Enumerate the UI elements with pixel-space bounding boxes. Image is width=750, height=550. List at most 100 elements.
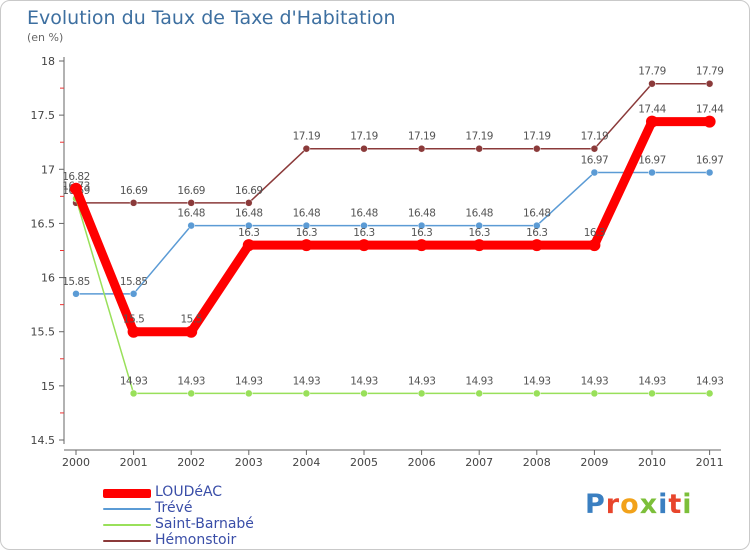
logo-letter: P [585, 489, 606, 520]
data-label-3: 17.19 [350, 131, 378, 143]
legend-swatch-saint-barnabe [103, 524, 151, 526]
x-tick-label: 2000 [62, 456, 90, 469]
data-label-0: 15.5 [181, 314, 202, 326]
data-label-0: 16.3 [238, 227, 259, 239]
y-tick-label: 17 [41, 163, 55, 176]
series-point-1 [187, 221, 195, 230]
data-label-3: 17.19 [465, 131, 493, 143]
chart-title: Evolution du Taux de Taxe d'Habitation [27, 7, 396, 29]
data-label-2: 14.93 [120, 375, 148, 387]
series-point-2 [648, 389, 656, 398]
data-label-0: 15.5 [123, 314, 144, 326]
series-point-0 [473, 239, 486, 252]
data-label-0: 16.3 [353, 227, 374, 239]
x-tick-label: 2007 [465, 456, 493, 469]
logo-letter: i [658, 489, 669, 520]
data-label-0: 16.82 [62, 171, 90, 183]
data-label-2: 14.93 [177, 375, 205, 387]
x-tick-label: 2006 [408, 456, 436, 469]
data-label-3: 17.79 [696, 66, 724, 78]
data-label-3: 17.79 [638, 66, 666, 78]
data-label-1: 16.97 [581, 155, 609, 167]
series-line-3 [75, 82, 711, 204]
series-point-3 [360, 144, 368, 153]
series-point-2 [360, 389, 368, 398]
logo-letter: r [605, 489, 621, 520]
series-point-2 [705, 389, 714, 398]
series-point-3 [475, 144, 483, 153]
data-label-2: 14.93 [465, 375, 493, 387]
data-label-2: 14.93 [581, 375, 609, 387]
series-point-0 [70, 182, 82, 195]
data-label-0: 16.3 [469, 227, 490, 239]
series-point-1 [648, 168, 656, 177]
data-label-3: 17.19 [523, 131, 551, 143]
series-point-0 [242, 239, 255, 252]
data-label-0: 16.3 [526, 227, 547, 239]
series-point-0 [415, 239, 428, 252]
series-point-2 [475, 389, 483, 398]
x-tick-label: 2003 [235, 456, 263, 469]
series-point-2 [302, 389, 311, 398]
series-line-0 [71, 117, 715, 337]
legend-swatch-hemonstoir [103, 540, 151, 542]
data-label-3: 16.69 [235, 185, 263, 197]
series-point-3 [187, 199, 195, 207]
x-tick-label: 2001 [120, 456, 148, 469]
series-point-3 [648, 79, 656, 88]
data-label-3: 17.19 [408, 131, 436, 143]
y-tick-label: 17.5 [31, 109, 56, 122]
y-tick-label: 14.5 [31, 434, 56, 447]
y-tick-label: 15.5 [31, 326, 56, 339]
series-point-0 [185, 325, 198, 338]
x-tick-label: 2010 [638, 456, 666, 469]
series-point-0 [588, 239, 601, 252]
series-point-2 [129, 389, 138, 398]
data-label-1: 16.48 [408, 208, 436, 220]
data-label-1: 16.97 [696, 155, 724, 167]
data-label-0: 17.44 [638, 104, 666, 116]
y-tick-label: 16 [41, 272, 55, 285]
series-point-3 [533, 144, 541, 153]
proxiti-logo: Proxiti [585, 489, 693, 520]
legend-label-hemonstoir: Hémonstoir [155, 532, 237, 548]
series-point-2 [590, 389, 599, 398]
data-label-1: 16.48 [350, 208, 378, 220]
data-label-1: 16.48 [293, 208, 321, 220]
series-point-0 [703, 115, 716, 128]
data-label-0: 16.3 [584, 227, 605, 239]
series-point-1 [302, 221, 311, 230]
series-point-2 [533, 389, 541, 398]
chart-subtitle: (en %) [27, 31, 64, 44]
legend-label-loudeac: LOUDéAC [155, 484, 223, 500]
logo-letter: i [682, 489, 693, 520]
data-label-0: 17.44 [696, 104, 724, 116]
series-point-3 [245, 199, 253, 207]
series-point-2 [187, 389, 195, 398]
data-label-2: 14.93 [350, 375, 378, 387]
series-point-1 [590, 168, 599, 177]
data-label-2: 14.93 [408, 375, 436, 387]
series-point-1 [72, 290, 80, 298]
legend-label-treve: Trévé [155, 500, 193, 516]
data-label-2: 14.93 [235, 375, 263, 387]
series-point-0 [646, 115, 658, 128]
data-label-3: 17.19 [293, 131, 321, 143]
x-tick-label: 2009 [580, 456, 608, 469]
data-label-3: 17.19 [581, 131, 609, 143]
series-point-0 [358, 239, 370, 252]
series-point-1 [245, 221, 253, 230]
legend-swatch-loudeac [103, 489, 151, 498]
legend-label-saint-barnabe: Saint-Barnabé [155, 516, 254, 532]
data-label-2: 14.93 [293, 375, 321, 387]
series-point-0 [127, 325, 140, 338]
x-tick-label: 2004 [292, 456, 320, 469]
series-point-3 [129, 199, 138, 207]
data-label-1: 16.48 [177, 208, 205, 220]
data-label-1: 15.85 [120, 276, 148, 288]
series-point-3 [705, 79, 714, 88]
series-point-0 [530, 239, 543, 252]
data-label-1: 16.48 [235, 208, 263, 220]
